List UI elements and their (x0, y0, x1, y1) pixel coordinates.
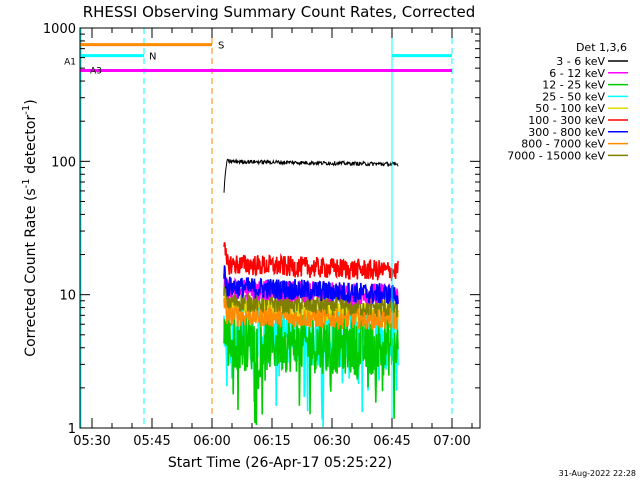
legend-label-8: 7000 - 15000 keV (507, 149, 605, 162)
y-axis-label-sup1: -1 (21, 178, 32, 188)
series-line-0 (223, 158, 399, 193)
x-axis-label: Start Time (26-Apr-17 05:25:22) (168, 455, 392, 471)
y-tick-label-0: 1 (68, 422, 76, 437)
y-tick-label-3: 1000 (43, 22, 76, 37)
y-axis: 1 10 100 1000 (43, 22, 480, 437)
y-tick-label-2: 100 (51, 155, 76, 170)
series-line-6 (223, 265, 399, 305)
legend-label-2: 12 - 25 keV (542, 79, 605, 92)
plot-frame (79, 27, 481, 429)
legend-label-5: 100 - 300 keV (528, 114, 605, 127)
legend-label-7: 800 - 7000 keV (521, 138, 605, 151)
legend-label-3: 25 - 50 keV (542, 90, 605, 103)
series-line-2 (223, 313, 399, 426)
legend-label-0: 3 - 6 keV (556, 55, 605, 68)
series-line-5 (223, 242, 399, 282)
flag-label-a1: A1 (64, 58, 76, 68)
x-tick-label-1: 05:45 (133, 434, 170, 449)
x-tick-label-0: 05:30 (73, 434, 110, 449)
x-axis: 05:30 05:45 06:00 06:15 06:30 06:45 07:00 (73, 28, 473, 449)
x-tick-label-2: 06:00 (193, 434, 230, 449)
x-tick-label-3: 06:15 (253, 434, 290, 449)
legend-label-6: 300 - 800 keV (528, 126, 605, 139)
footer-date: 31-Aug-2022 22:28 (559, 469, 636, 478)
series-layer (223, 158, 399, 428)
flag-label-saa: S (218, 41, 224, 52)
flag-label-a3: A3 (90, 67, 102, 77)
y-axis-label-mid: detector (23, 115, 39, 179)
chart-title: RHESSI Observing Summary Count Rates, Co… (83, 3, 476, 21)
legend-title: Det 1,3,6 (576, 41, 627, 54)
y-axis-label-main: Corrected Count Rate (s (23, 188, 39, 356)
y-axis-label-end: ) (23, 99, 39, 104)
y-tick-label-1: 10 (59, 289, 76, 304)
flag-label-night: N (149, 52, 156, 63)
x-tick-label-6: 07:00 (433, 434, 470, 449)
legend-label-4: 50 - 100 keV (535, 102, 605, 115)
y-axis-label: Corrected Count Rate (s-1 detector-1) (21, 99, 39, 356)
x-tick-label-5: 06:45 (373, 434, 410, 449)
legend-label-1: 6 - 12 keV (549, 67, 605, 80)
y-axis-label-sup2: -1 (21, 105, 32, 115)
annotation-layer: S N A1 A3 (64, 28, 453, 428)
x-tick-label-4: 06:30 (313, 434, 350, 449)
